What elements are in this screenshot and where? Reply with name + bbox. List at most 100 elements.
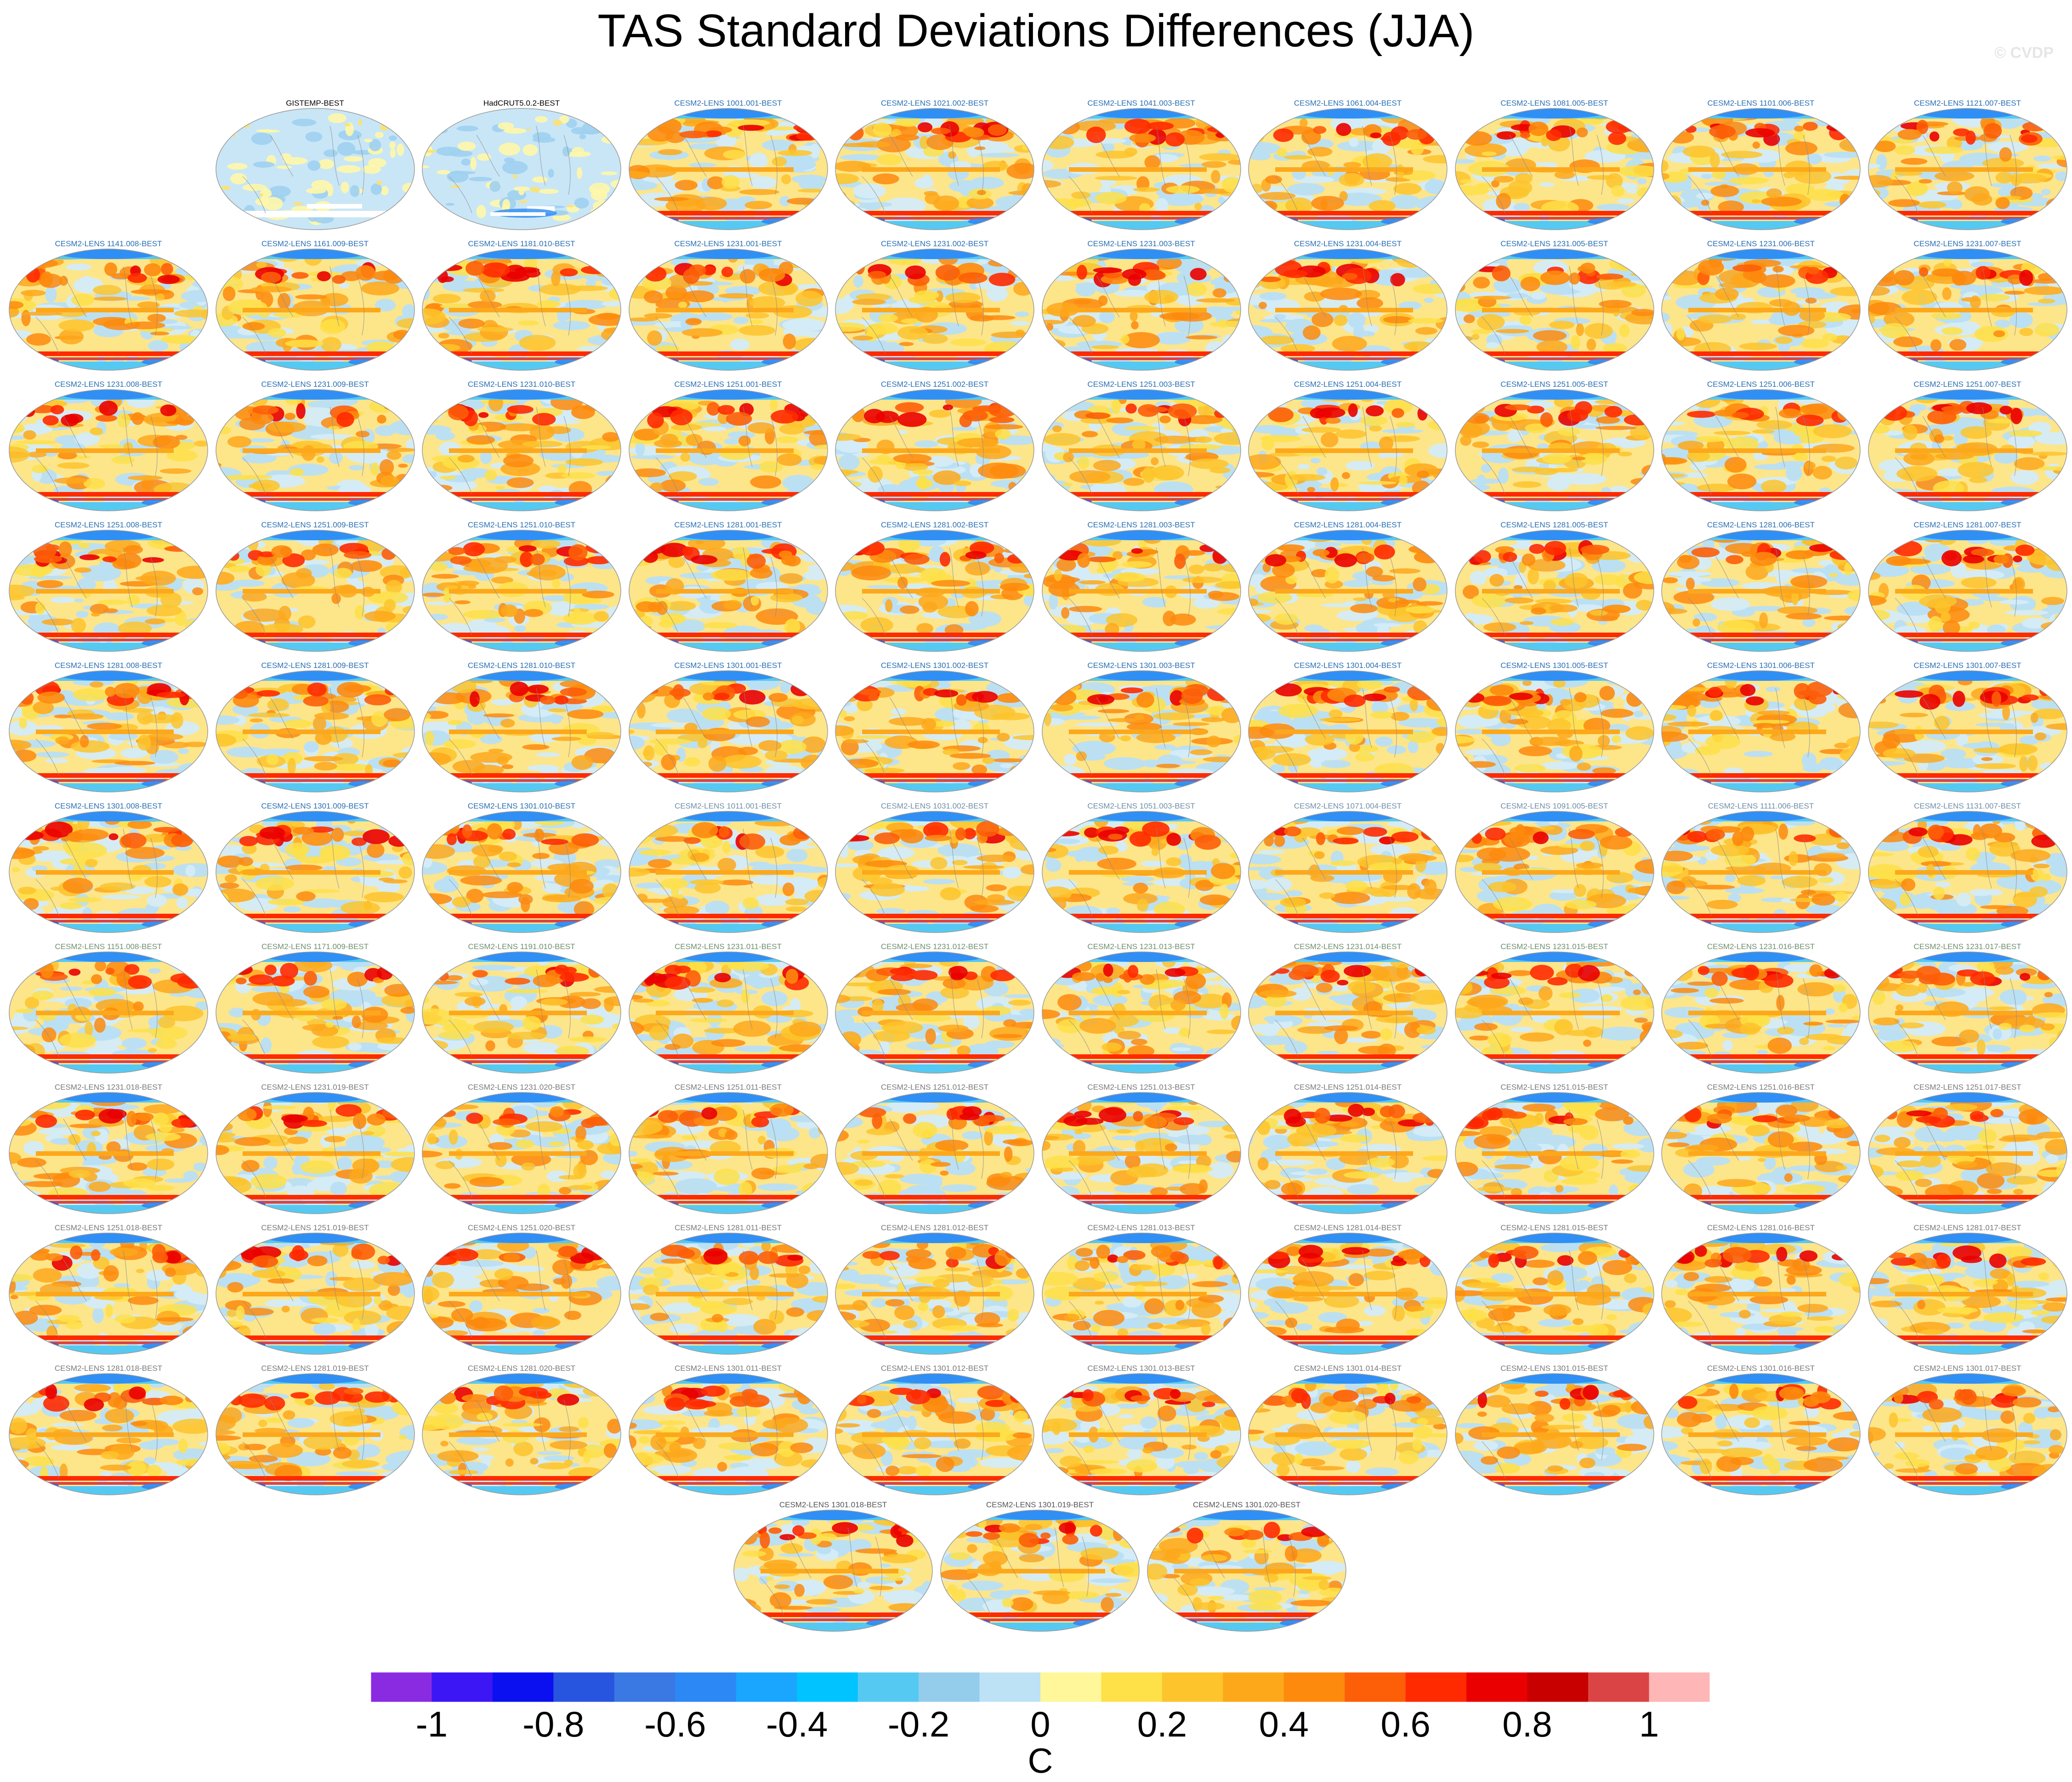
panel-title: CESM2-LENS 1281.002-BEST — [880, 520, 989, 529]
panel-title: CESM2-LENS 1301.002-BEST — [880, 661, 989, 670]
map-panel — [1248, 389, 1448, 514]
map-panel — [421, 1232, 622, 1358]
panel-title: CESM2-LENS 1251.004-BEST — [1294, 380, 1402, 389]
map-panel — [1868, 1092, 2068, 1217]
colorbar-tick-label: 0 — [1030, 1704, 1050, 1744]
map-panel — [1661, 389, 1861, 514]
map-panel — [421, 1373, 622, 1498]
colorbar-swatch — [553, 1672, 615, 1702]
panel-title: CESM2-LENS 1281.016-BEST — [1707, 1223, 1815, 1232]
map-panel — [1248, 810, 1448, 936]
colorbar-frame — [370, 1672, 1710, 1703]
map-panel — [421, 951, 622, 1076]
colorbar-swatch — [919, 1672, 980, 1702]
map-panel — [1248, 248, 1448, 373]
panel-title: CESM2-LENS 1301.016-BEST — [1707, 1364, 1815, 1373]
map-panel — [628, 951, 829, 1076]
map-panel — [215, 107, 415, 233]
map-panel — [1041, 1092, 1242, 1217]
map-panel — [215, 1373, 415, 1498]
panel-title: CESM2-LENS 1071.004-BEST — [1294, 802, 1402, 810]
map-panel — [8, 1373, 209, 1498]
panel-title: CESM2-LENS 1021.002-BEST — [880, 99, 989, 107]
colorbar-swatch — [1466, 1672, 1528, 1702]
map-panel — [1248, 529, 1448, 655]
panel-title: CESM2-LENS 1011.001-BEST — [674, 802, 782, 810]
panel-title: CESM2-LENS 1281.011-BEST — [674, 1223, 782, 1232]
map-panel — [1454, 810, 1655, 936]
map-panel — [1661, 1373, 1861, 1498]
map-panel — [1041, 670, 1242, 795]
panel-title: CESM2-LENS 1231.013-BEST — [1087, 942, 1195, 951]
colorbar-swatch — [371, 1672, 432, 1702]
map-panel — [1248, 1232, 1448, 1358]
panel-title: CESM2-LENS 1301.012-BEST — [880, 1364, 989, 1373]
panel-title: CESM2-LENS 1251.002-BEST — [880, 380, 989, 389]
panel-title: CESM2-LENS 1121.007-BEST — [1913, 99, 2021, 107]
map-panel — [1248, 107, 1448, 233]
panel-title: CESM2-LENS 1301.019-BEST — [986, 1500, 1094, 1509]
panel-title: CESM2-LENS 1251.011-BEST — [674, 1083, 782, 1092]
panel-title: CESM2-LENS 1031.002-BEST — [880, 802, 989, 810]
panel-title: CESM2-LENS 1231.003-BEST — [1087, 239, 1195, 248]
panel-title: CESM2-LENS 1231.014-BEST — [1294, 942, 1402, 951]
panel-title: CESM2-LENS 1301.020-BEST — [1192, 1500, 1301, 1509]
panel-title: CESM2-LENS 1231.016-BEST — [1707, 942, 1815, 951]
panel-title: CESM2-LENS 1251.020-BEST — [467, 1223, 576, 1232]
panel-title: CESM2-LENS 1231.002-BEST — [880, 239, 989, 248]
panel-title: CESM2-LENS 1231.011-BEST — [674, 942, 782, 951]
panel-title: CESM2-LENS 1231.007-BEST — [1913, 239, 2021, 248]
map-panel — [1661, 951, 1861, 1076]
panel-title: CESM2-LENS 1251.001-BEST — [674, 380, 782, 389]
map-panel — [1868, 1232, 2068, 1358]
panel-title: CESM2-LENS 1251.016-BEST — [1707, 1083, 1815, 1092]
map-panel — [8, 1092, 209, 1217]
panel-title: CESM2-LENS 1251.003-BEST — [1087, 380, 1195, 389]
panel-title: CESM2-LENS 1231.005-BEST — [1500, 239, 1608, 248]
map-panel — [1661, 107, 1861, 233]
map-panel — [8, 1232, 209, 1358]
map-panel — [1661, 529, 1861, 655]
colorbar-swatch — [492, 1672, 554, 1702]
map-panel — [1454, 389, 1655, 514]
map-panel — [628, 389, 829, 514]
panel-title: CESM2-LENS 1301.017-BEST — [1913, 1364, 2021, 1373]
panel-title: CESM2-LENS 1231.012-BEST — [880, 942, 989, 951]
panel-title: CESM2-LENS 1251.019-BEST — [261, 1223, 369, 1232]
panel-title: CESM2-LENS 1251.006-BEST — [1707, 380, 1815, 389]
panel-title: CESM2-LENS 1301.001-BEST — [674, 661, 782, 670]
map-panel — [421, 670, 622, 795]
panel-title: CESM2-LENS 1301.010-BEST — [467, 802, 576, 810]
panel-title: CESM2-LENS 1281.003-BEST — [1087, 520, 1195, 529]
colorbar-tick-label: 1 — [1639, 1704, 1659, 1744]
panel-title: CESM2-LENS 1001.001-BEST — [674, 99, 782, 107]
map-panel — [834, 389, 1035, 514]
colorbar-tick-label: -0.4 — [766, 1704, 828, 1744]
colorbar-tick-label: -0.6 — [644, 1704, 706, 1744]
colorbar-tick-label: -0.8 — [522, 1704, 585, 1744]
map-panel — [1248, 670, 1448, 795]
panel-title: CESM2-LENS 1301.009-BEST — [261, 802, 369, 810]
map-panel-grid: GISTEMP-BEST HadCRUT5.0.2-BEST CESM2-LENS … — [8, 99, 2068, 1632]
map-panel — [1454, 951, 1655, 1076]
panel-title: CESM2-LENS 1301.013-BEST — [1087, 1364, 1195, 1373]
map-panel — [1454, 1092, 1655, 1217]
colorbar-swatch — [614, 1672, 676, 1702]
map-panel — [834, 107, 1035, 233]
panel-title: CESM2-LENS 1281.018-BEST — [54, 1364, 163, 1373]
panel-title: CESM2-LENS 1301.005-BEST — [1500, 661, 1608, 670]
map-panel — [834, 670, 1035, 795]
colorbar-tick-label: 0.2 — [1137, 1704, 1187, 1744]
map-panel — [1248, 1092, 1448, 1217]
panel-title: CESM2-LENS 1301.011-BEST — [674, 1364, 782, 1373]
map-panel — [8, 951, 209, 1076]
panel-title: CESM2-LENS 1251.014-BEST — [1294, 1083, 1402, 1092]
panel-title: CESM2-LENS 1281.006-BEST — [1707, 520, 1815, 529]
panel-title: CESM2-LENS 1231.019-BEST — [261, 1083, 369, 1092]
map-panel — [1868, 951, 2068, 1076]
map-panel — [834, 248, 1035, 373]
map-panel — [421, 389, 622, 514]
colorbar-swatch — [797, 1672, 858, 1702]
panel-title: CESM2-LENS 1161.009-BEST — [261, 239, 369, 248]
colorbar-swatch — [1101, 1672, 1163, 1702]
